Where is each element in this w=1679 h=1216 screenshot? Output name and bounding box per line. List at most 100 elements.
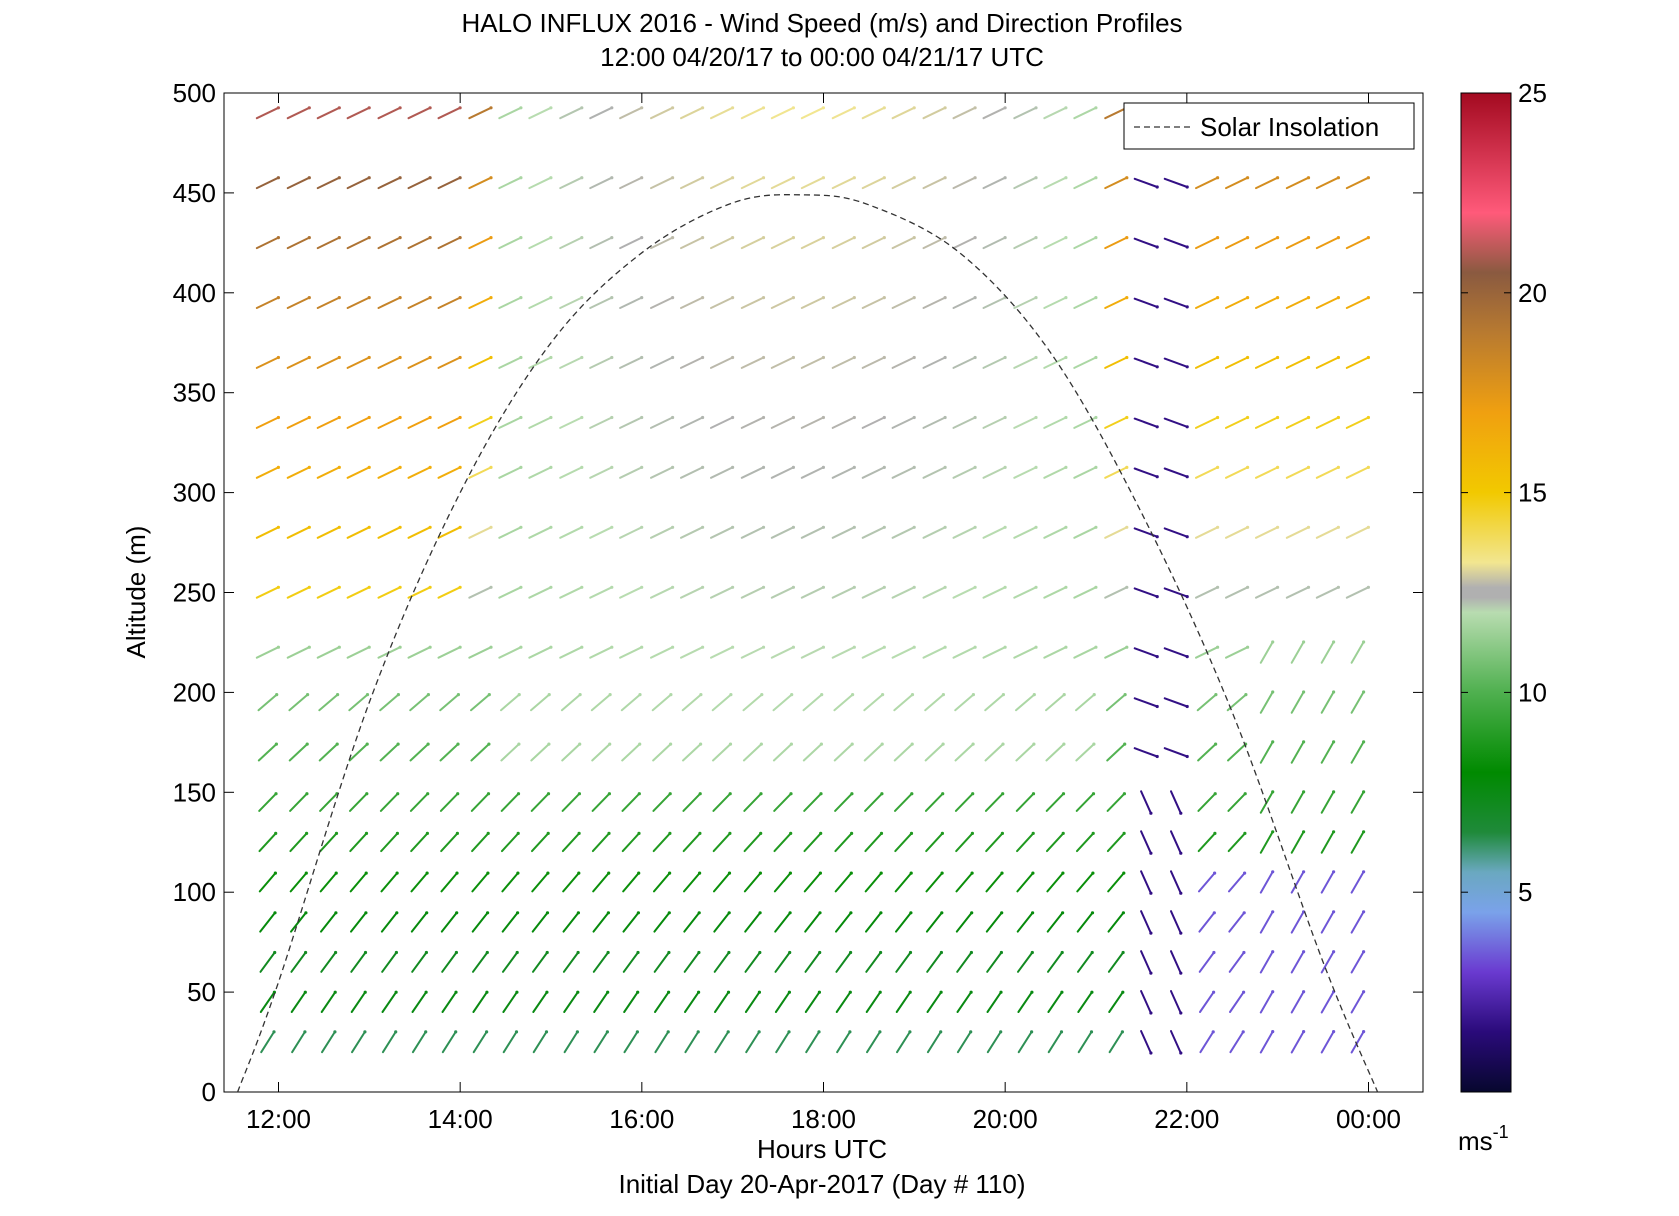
wind-barb	[924, 693, 945, 712]
wind-barb	[590, 693, 612, 712]
wind-barb	[683, 951, 700, 973]
wind-barb	[1285, 296, 1310, 309]
wind-barb	[1017, 951, 1034, 973]
wind-barb-head	[671, 355, 675, 360]
wind-barb	[1350, 691, 1365, 714]
wind-barb	[891, 296, 916, 309]
wind-barb-head	[999, 950, 1004, 955]
wind-barb-head	[789, 792, 793, 796]
wind-barb	[800, 236, 825, 250]
wind-barb	[800, 106, 825, 120]
wind-barb-head	[489, 415, 493, 420]
wind-barb	[680, 416, 704, 429]
wind-barb	[502, 1030, 518, 1054]
wind-barb	[1073, 296, 1097, 309]
wind-barb-head	[852, 355, 856, 360]
wind-barb-head	[549, 355, 553, 360]
wind-barb-head	[1121, 950, 1125, 955]
wind-barb	[1290, 691, 1305, 714]
wind-barb	[1076, 832, 1095, 853]
wind-barb	[1259, 1030, 1274, 1054]
wind-barb	[1104, 176, 1128, 190]
wind-barb	[800, 416, 825, 429]
wind-barb-head	[1149, 1051, 1153, 1055]
wind-barb	[652, 832, 671, 853]
wind-barb-head	[790, 693, 794, 697]
wind-barb	[740, 586, 765, 599]
wind-barb-head	[791, 296, 796, 300]
wind-barb-head	[519, 236, 523, 240]
wind-barb-head	[549, 176, 553, 180]
wind-barb-head	[1211, 1030, 1215, 1034]
wind-barb	[803, 832, 822, 853]
wind-barb-head	[943, 525, 947, 529]
wind-barb-head	[818, 871, 823, 875]
wind-barb-head	[1001, 792, 1005, 796]
wind-barb-head	[337, 585, 341, 589]
wind-barb-head	[458, 645, 462, 649]
wind-barb	[381, 1030, 397, 1054]
wind-barb	[472, 991, 488, 1013]
wind-barb	[834, 792, 853, 812]
wind-barb	[1350, 830, 1365, 854]
wind-barb	[440, 911, 458, 933]
wind-barb-head	[365, 792, 369, 796]
wind-barb-head	[305, 792, 309, 796]
wind-barb-head	[303, 1030, 307, 1034]
wind-barb	[1170, 1030, 1182, 1054]
wind-barb	[985, 832, 1004, 853]
wind-barb-head	[701, 645, 705, 649]
wind-barb	[346, 586, 371, 599]
wind-barb	[468, 236, 492, 250]
wind-barb	[1290, 790, 1305, 814]
wind-barb-head	[1185, 365, 1189, 369]
wind-barb	[316, 236, 341, 250]
wind-barb-head	[1060, 950, 1064, 955]
wind-barb-head	[1216, 296, 1220, 300]
wind-barb-head	[307, 465, 311, 469]
wind-barb	[1290, 641, 1305, 664]
wind-barb	[589, 466, 613, 479]
wind-barb	[1320, 641, 1335, 664]
wind-barb-head	[304, 950, 308, 955]
wind-barb-head	[1155, 425, 1159, 429]
wind-barb	[743, 872, 762, 893]
wind-barb-head	[943, 645, 947, 649]
wind-barb-head	[1271, 690, 1275, 694]
wind-barb-head	[637, 792, 641, 796]
wind-barb	[864, 872, 883, 893]
wind-barb-head	[1125, 465, 1129, 469]
wind-barb-head	[1092, 742, 1096, 746]
wind-barb-head	[276, 415, 280, 420]
wind-barb-head	[273, 911, 277, 915]
wind-barb	[1345, 236, 1370, 250]
wind-barb-head	[610, 355, 614, 360]
wind-barb	[591, 743, 611, 762]
wind-barb-head	[426, 693, 430, 697]
wind-barb-head	[1122, 792, 1126, 796]
wind-barb-head	[580, 236, 584, 240]
wind-barb-head	[337, 355, 341, 360]
wind-barb	[710, 526, 734, 539]
wind-barb	[259, 951, 276, 973]
wind-barb-head	[1243, 871, 1247, 875]
wind-barb-head	[1091, 871, 1095, 875]
wind-barb-head	[273, 871, 277, 875]
wind-barb	[891, 356, 916, 369]
wind-barb-head	[485, 950, 489, 955]
wind-barb-head	[912, 355, 916, 360]
wind-barb	[1225, 526, 1249, 539]
wind-barb-head	[761, 236, 766, 240]
wind-barb-head	[1001, 742, 1005, 746]
wind-barb-head	[999, 1030, 1003, 1034]
wind-barb	[954, 693, 975, 712]
wind-barb-head	[759, 831, 763, 836]
wind-barb	[986, 991, 1002, 1013]
wind-barb-head	[456, 693, 460, 697]
wind-barb-head	[1306, 585, 1311, 589]
y-tick-label: 250	[173, 578, 216, 608]
wind-barb-head	[1271, 910, 1275, 914]
wind-barb-head	[1276, 415, 1280, 420]
wind-barb-head	[1332, 950, 1336, 954]
wind-barb-head	[821, 525, 826, 529]
